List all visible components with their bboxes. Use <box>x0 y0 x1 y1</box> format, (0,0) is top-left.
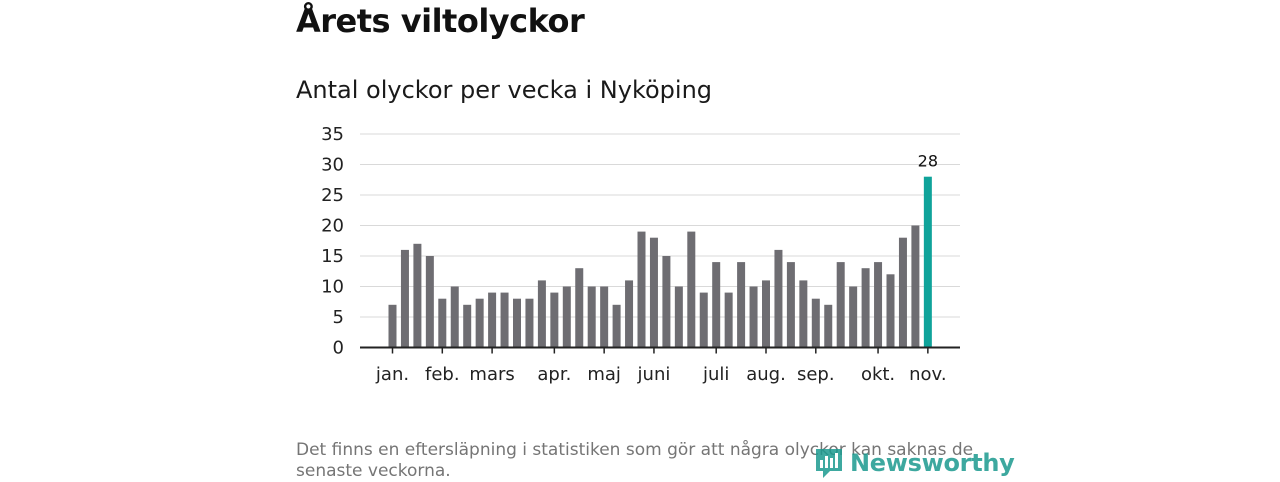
x-tick-label: juni <box>637 364 671 385</box>
bar <box>737 262 746 348</box>
x-tick-label: nov. <box>909 364 946 385</box>
bar <box>687 231 696 348</box>
data-label-latest: 28 <box>918 152 938 171</box>
bar <box>587 286 596 348</box>
labels: 0 5 10 15 20 25 30 35 jan. feb. mars apr. maj juni jul… <box>321 124 946 385</box>
bar <box>749 286 758 348</box>
bar <box>562 286 571 348</box>
bar <box>525 298 534 348</box>
y-tick-label: 35 <box>321 124 344 145</box>
bar <box>824 304 833 348</box>
bar <box>911 225 920 348</box>
y-tick-label: 5 <box>333 307 344 328</box>
bar <box>886 274 895 348</box>
bar <box>625 280 634 348</box>
x-tick-label: feb. <box>425 364 460 385</box>
bar <box>500 292 509 348</box>
bar <box>400 249 409 348</box>
x-tick-label: sep. <box>797 364 835 385</box>
x-tick-label: jan. <box>375 364 409 385</box>
bar <box>488 292 497 348</box>
y-tick-label: 15 <box>321 246 344 267</box>
y-tick-label: 0 <box>333 338 344 359</box>
x-tick-label: okt. <box>861 364 895 385</box>
bar <box>836 262 845 348</box>
bar <box>513 298 521 348</box>
bar <box>463 304 472 348</box>
x-tick-label: mars <box>469 364 514 385</box>
bar <box>537 280 546 348</box>
bar <box>662 256 671 348</box>
bar-highlight <box>923 176 932 348</box>
newsworthy-logo-text: Newsworthy <box>850 449 1015 477</box>
bar <box>612 304 621 348</box>
bar <box>724 292 733 348</box>
x-axis <box>360 346 960 354</box>
y-tick-label: 10 <box>321 277 344 298</box>
bar <box>413 243 422 348</box>
newsworthy-logo[interactable]: Newsworthy <box>814 446 1015 480</box>
bar <box>649 237 658 348</box>
bar <box>774 249 783 348</box>
bar <box>637 231 646 348</box>
bar <box>712 262 721 348</box>
x-tick-label: apr. <box>537 364 571 385</box>
bars <box>388 176 932 348</box>
bar <box>849 286 858 348</box>
bar <box>861 268 870 348</box>
bar <box>438 298 447 348</box>
y-tick-label: 20 <box>321 216 344 237</box>
y-tick-label: 25 <box>321 185 344 206</box>
bar <box>786 262 795 348</box>
chart-title: Årets viltolyckor <box>296 2 585 40</box>
bar <box>600 286 609 348</box>
x-tick-label: aug. <box>746 364 786 385</box>
bar <box>575 268 584 348</box>
bar <box>762 280 770 348</box>
x-tick-label: juli <box>702 364 729 385</box>
bar <box>699 292 708 348</box>
footnote: Det finns en eftersläpning i statistiken… <box>296 440 974 481</box>
bar <box>674 286 683 348</box>
bar <box>898 237 907 348</box>
bar <box>388 304 397 348</box>
x-tick-label: maj <box>587 364 621 385</box>
bar <box>425 256 434 348</box>
newsworthy-logo-icon <box>816 449 842 478</box>
bar <box>799 280 808 348</box>
y-tick-label: 30 <box>321 155 344 176</box>
bar <box>550 292 559 348</box>
chart-subtitle: Antal olyckor per vecka i Nyköping <box>296 76 713 104</box>
bar <box>450 286 459 348</box>
gridlines <box>360 133 960 318</box>
bar <box>475 298 484 348</box>
bar <box>874 262 883 348</box>
bar <box>811 298 820 348</box>
